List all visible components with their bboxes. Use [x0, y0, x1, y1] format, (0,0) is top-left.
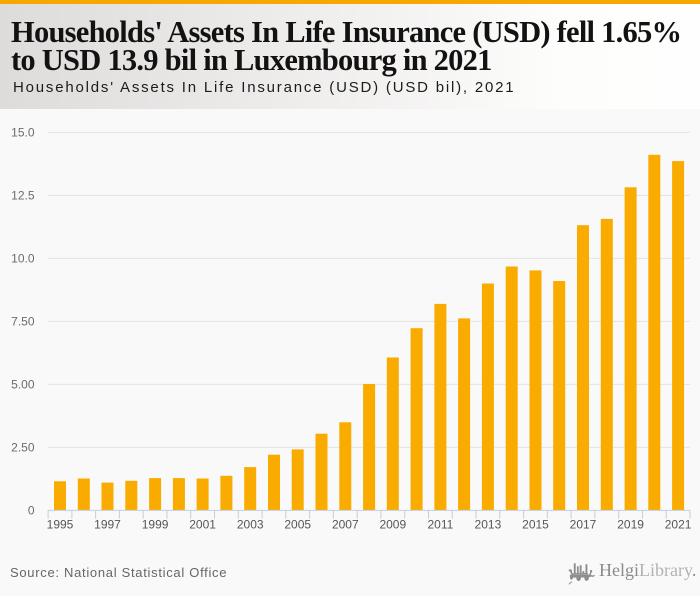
svg-text:2013: 2013: [475, 518, 502, 532]
svg-text:2005: 2005: [284, 518, 311, 532]
svg-text:2007: 2007: [332, 518, 359, 532]
svg-text:10.0: 10.0: [11, 252, 35, 266]
svg-text:1995: 1995: [47, 518, 74, 532]
svg-text:5.00: 5.00: [11, 378, 35, 392]
svg-text:2001: 2001: [189, 518, 216, 532]
svg-text:2019: 2019: [617, 518, 644, 532]
svg-text:2015: 2015: [522, 518, 549, 532]
svg-text:15.0: 15.0: [11, 126, 35, 140]
svg-text:1997: 1997: [94, 518, 121, 532]
svg-text:2011: 2011: [427, 518, 453, 532]
svg-text:2009: 2009: [379, 518, 406, 532]
svg-text:12.5: 12.5: [11, 189, 35, 203]
svg-text:2021: 2021: [665, 518, 692, 532]
svg-text:0: 0: [28, 504, 35, 518]
svg-text:2017: 2017: [570, 518, 597, 532]
svg-text:7.50: 7.50: [11, 315, 35, 329]
svg-text:2003: 2003: [237, 518, 264, 532]
svg-text:1999: 1999: [142, 518, 169, 532]
svg-text:2.50: 2.50: [11, 441, 35, 455]
